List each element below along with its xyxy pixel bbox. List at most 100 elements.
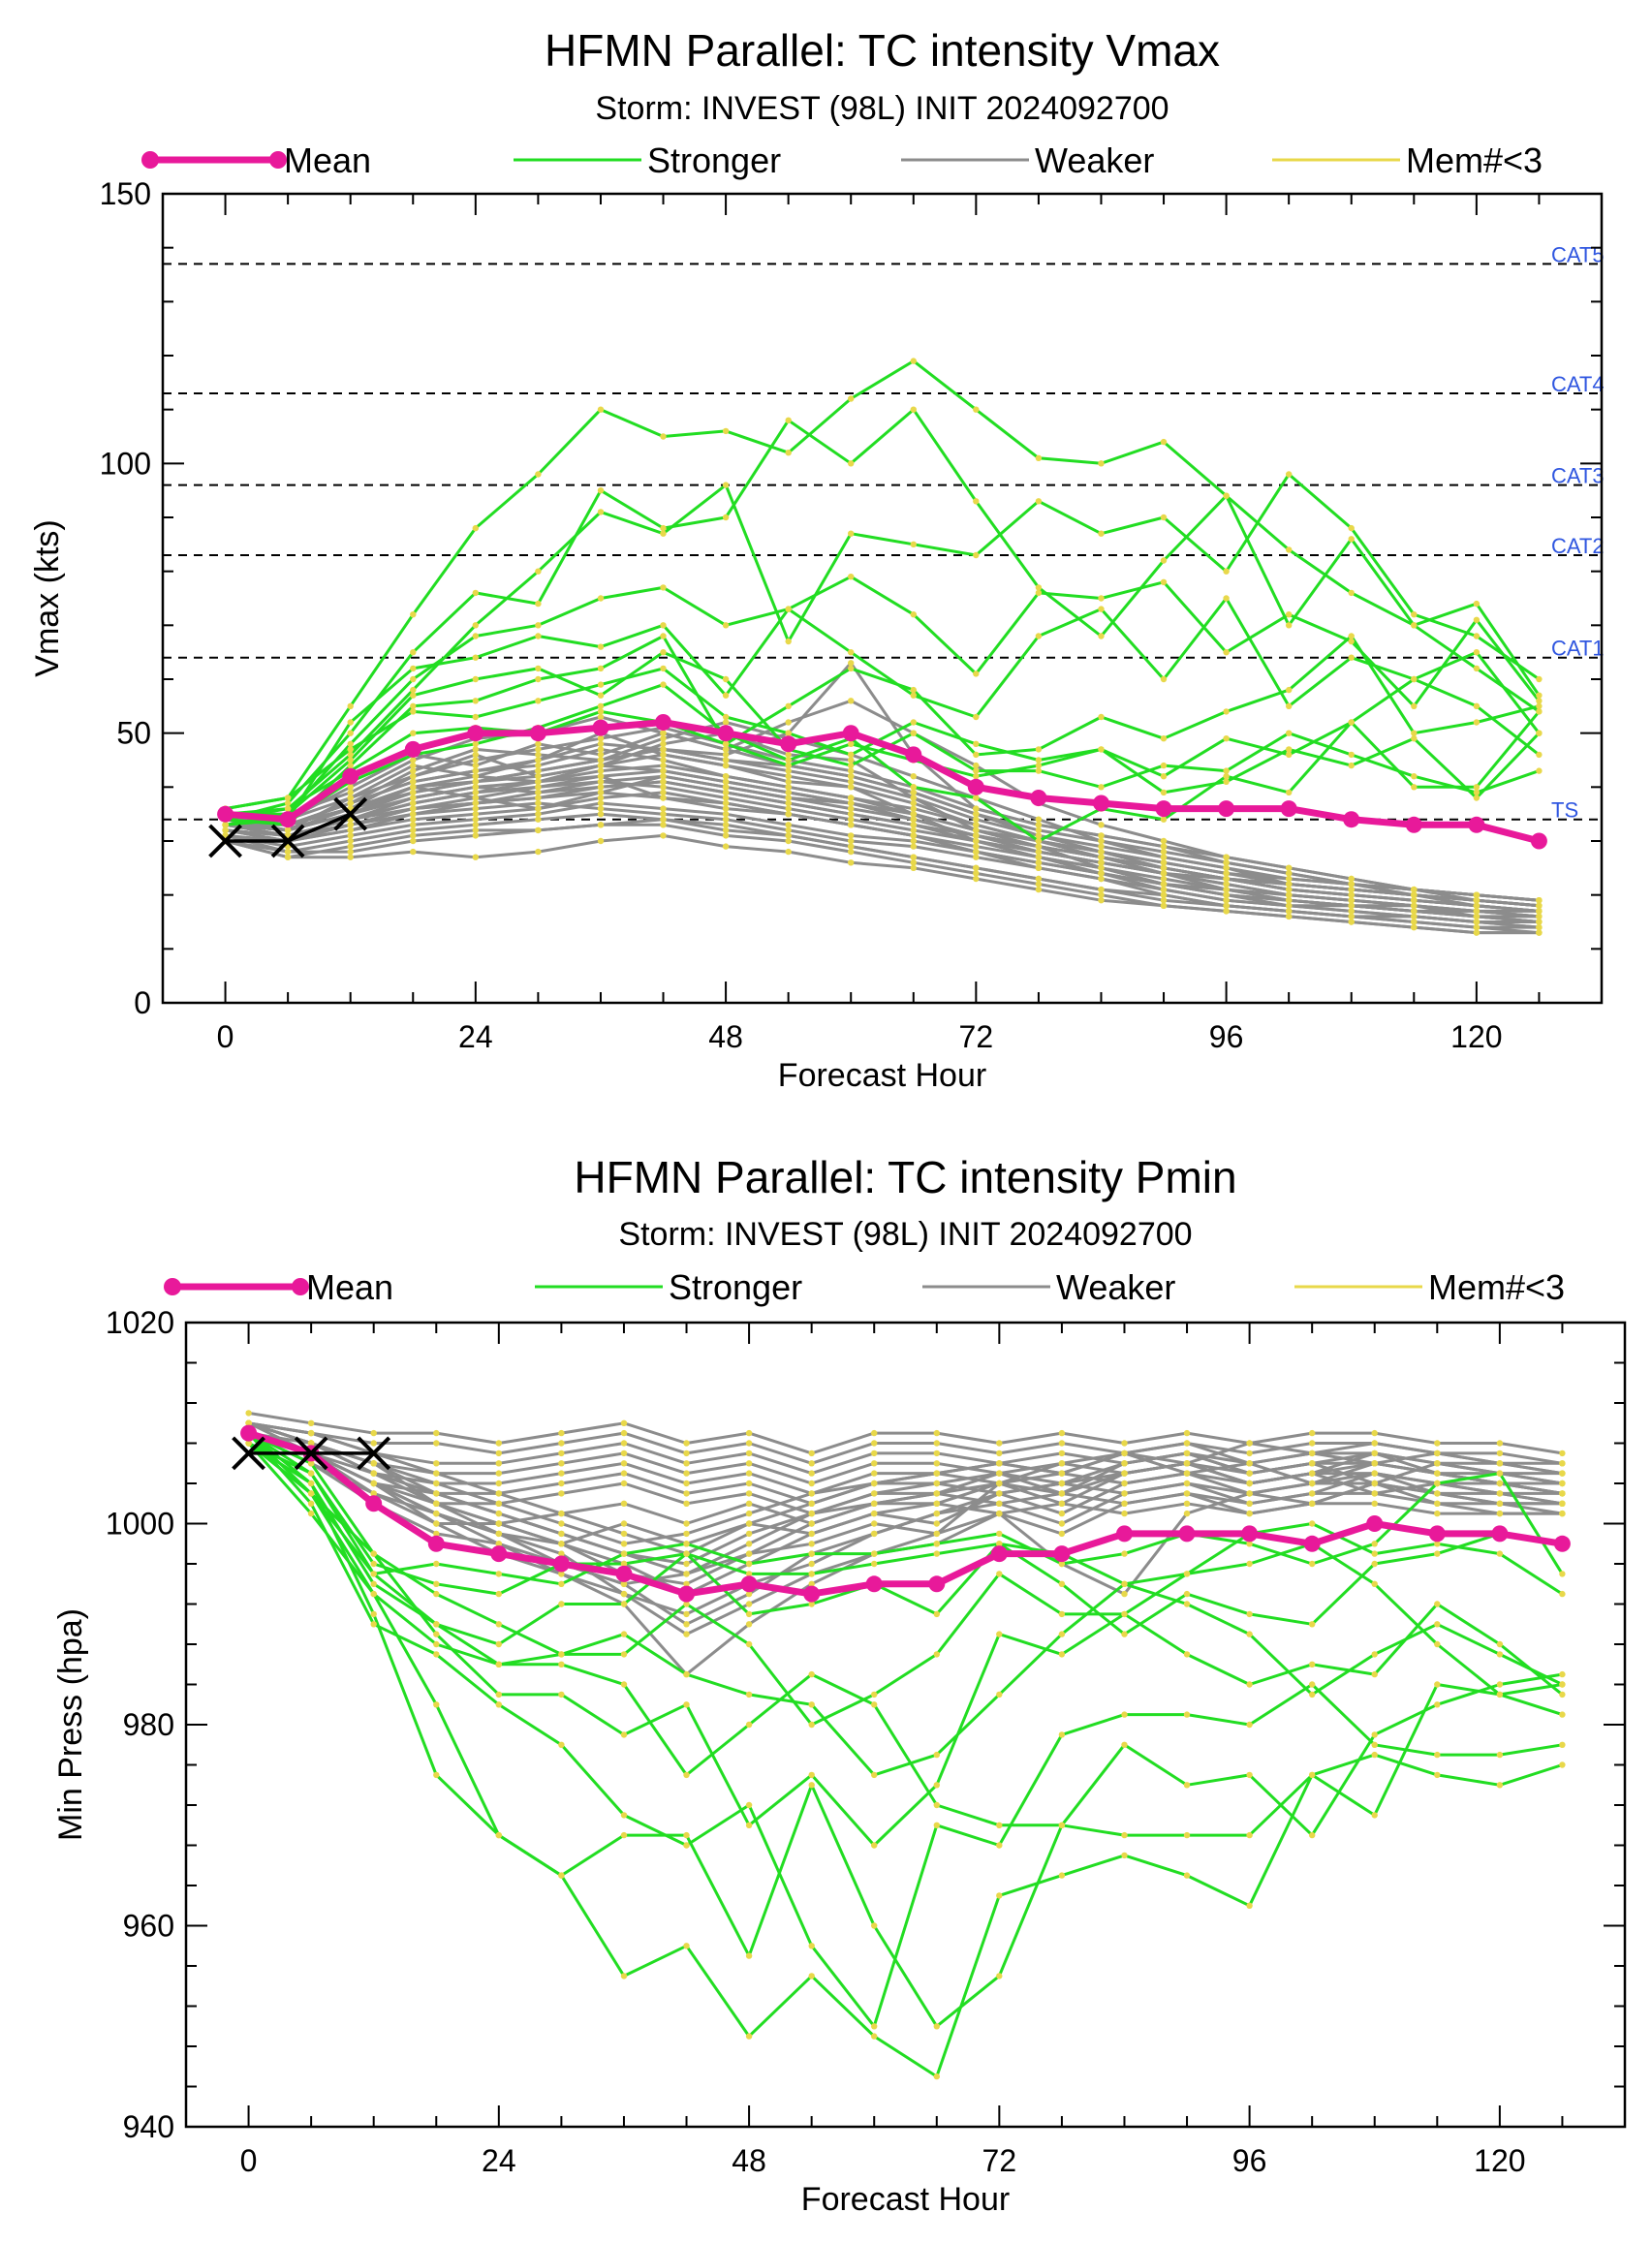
member-point bbox=[722, 482, 730, 488]
member-point bbox=[722, 746, 730, 753]
member-point bbox=[370, 1490, 377, 1497]
weaker-member-line-26 bbox=[225, 661, 1540, 902]
member-point bbox=[1473, 784, 1481, 791]
member-point bbox=[1496, 1751, 1504, 1759]
member-point bbox=[996, 1460, 1003, 1467]
member-point bbox=[1160, 870, 1168, 877]
stronger-member-line-5 bbox=[247, 1432, 1564, 1847]
threshold-label-cat5: CAT5 bbox=[1551, 242, 1605, 266]
member-point bbox=[1286, 751, 1293, 759]
member-point bbox=[1223, 773, 1230, 780]
member-point bbox=[745, 1601, 753, 1607]
member-point bbox=[472, 654, 479, 661]
member-point bbox=[745, 1822, 753, 1829]
member-point bbox=[808, 1560, 815, 1568]
member-point bbox=[848, 795, 855, 801]
legend-item-mean: Mean bbox=[164, 1267, 393, 1307]
member-point bbox=[660, 730, 667, 736]
member-point bbox=[284, 805, 292, 812]
member-point bbox=[370, 1610, 377, 1618]
member-point bbox=[284, 854, 292, 860]
member-point bbox=[558, 1429, 565, 1437]
member-point bbox=[620, 1541, 628, 1547]
member-point bbox=[660, 778, 667, 785]
member-point bbox=[347, 757, 354, 764]
member-point bbox=[848, 698, 855, 704]
member-point bbox=[1434, 1500, 1441, 1508]
member-point bbox=[808, 1580, 815, 1588]
legend-item-stronger: Stronger bbox=[514, 140, 781, 180]
member-point bbox=[660, 751, 667, 759]
member-point bbox=[1183, 1651, 1191, 1658]
member-point bbox=[1223, 708, 1230, 715]
member-point bbox=[871, 1480, 878, 1487]
member-point bbox=[370, 1580, 377, 1588]
member-point bbox=[1121, 1590, 1128, 1598]
member-point bbox=[1098, 886, 1105, 893]
member-point bbox=[1246, 1681, 1253, 1688]
member-point bbox=[785, 789, 792, 796]
member-point bbox=[973, 805, 980, 812]
member-point bbox=[1371, 1550, 1378, 1557]
member-point bbox=[722, 719, 730, 726]
mean-line bbox=[247, 1429, 1563, 1598]
member-point bbox=[973, 767, 980, 774]
member-point bbox=[1121, 1449, 1128, 1457]
member-point bbox=[472, 767, 479, 774]
member-point bbox=[785, 638, 792, 645]
stronger-member-line-4 bbox=[247, 1442, 1563, 1837]
member-point bbox=[1348, 536, 1355, 543]
member-point bbox=[973, 843, 980, 850]
member-point bbox=[597, 799, 605, 807]
member-point bbox=[683, 1571, 690, 1577]
member-point bbox=[785, 811, 792, 818]
member-point bbox=[410, 692, 417, 699]
weaker-member-line-18 bbox=[225, 774, 1540, 919]
member-point bbox=[1496, 1681, 1504, 1688]
member-point bbox=[1223, 886, 1230, 893]
member-point bbox=[785, 848, 792, 856]
member-point bbox=[347, 799, 354, 807]
member-point bbox=[848, 757, 855, 764]
member-point bbox=[933, 1782, 940, 1789]
member-point bbox=[1160, 848, 1168, 856]
member-point bbox=[1348, 886, 1355, 893]
member-point bbox=[848, 665, 855, 672]
member-point bbox=[848, 460, 855, 467]
member-point bbox=[785, 719, 792, 726]
member-point bbox=[848, 767, 855, 774]
observed-marker bbox=[232, 1436, 265, 1471]
member-point bbox=[535, 784, 542, 791]
member-point bbox=[1536, 708, 1543, 715]
member-point bbox=[785, 730, 792, 736]
member-point bbox=[472, 751, 479, 759]
member-point bbox=[307, 1510, 315, 1517]
member-point bbox=[1536, 692, 1543, 699]
member-point bbox=[410, 795, 417, 801]
member-point bbox=[785, 832, 792, 839]
member-point bbox=[1309, 1661, 1316, 1668]
mean-point bbox=[1053, 1545, 1071, 1563]
member-point bbox=[1223, 897, 1230, 904]
mean-point bbox=[1178, 1525, 1196, 1543]
member-point bbox=[1434, 1470, 1441, 1477]
member-point bbox=[1496, 1490, 1504, 1497]
stronger-member-line-10 bbox=[247, 1442, 1564, 1586]
member-point bbox=[1348, 913, 1355, 920]
member-point bbox=[1411, 891, 1418, 898]
member-point bbox=[1348, 654, 1355, 661]
member-point bbox=[683, 1842, 690, 1849]
member-point bbox=[347, 702, 354, 709]
member-point bbox=[1309, 1429, 1316, 1437]
member-point bbox=[1035, 584, 1043, 591]
member-point bbox=[307, 1480, 315, 1487]
member-point bbox=[1286, 746, 1293, 753]
member-point bbox=[910, 773, 917, 780]
member-point bbox=[910, 541, 917, 547]
member-point bbox=[1246, 1440, 1253, 1447]
legend-label: Weaker bbox=[1035, 140, 1154, 180]
member-point bbox=[1183, 1440, 1191, 1447]
mean-point bbox=[342, 767, 359, 785]
member-point bbox=[745, 1520, 753, 1527]
member-point bbox=[871, 1842, 878, 1849]
